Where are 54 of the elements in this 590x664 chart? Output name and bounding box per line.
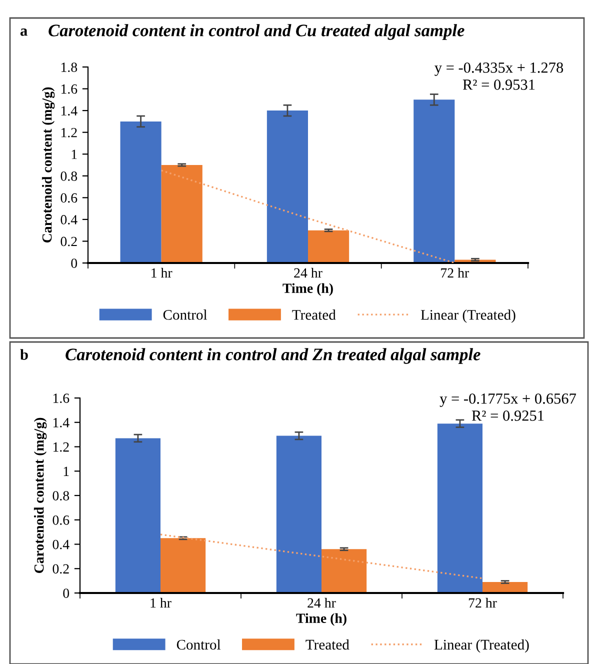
annotation: R² = 0.9251 [472, 410, 544, 421]
legend-label: Linear (Treated) [434, 639, 529, 653]
bar [115, 438, 160, 593]
y-axis-title: Carotenoid content (mg/g) [34, 418, 47, 573]
y-axis-title: Carotenoid content (mg/g) [42, 87, 55, 242]
text: b [20, 349, 28, 360]
y-tick-label: 0.6 [52, 515, 70, 525]
chart-title: Carotenoid content in control and Cu treated algal sample [48, 24, 464, 40]
x-tick-label: 1 hr [152, 268, 172, 278]
x-tick-label: 72 hr [468, 598, 497, 608]
y-tick-label: 1.8 [61, 62, 78, 72]
text: a [20, 28, 28, 36]
x-tick-label: 24 hr [294, 268, 322, 278]
y-tick-label: 1 [64, 466, 69, 476]
bar [160, 538, 206, 593]
y-tick-label: 1 [72, 150, 77, 159]
y-tick-label: 0.4 [60, 215, 78, 224]
bar [120, 121, 162, 263]
y-tick-label: 0.4 [52, 540, 70, 550]
y-tick-label: 0.8 [52, 491, 70, 501]
bar [308, 230, 350, 263]
x-axis-title: Time (h) [282, 283, 333, 296]
y-tick-label: 1.4 [53, 418, 70, 428]
chart-title: Carotenoid content in control and Zn treated algal sample [66, 348, 480, 364]
x-tick-label: 24 hr [308, 598, 336, 608]
y-tick-label: 1.4 [61, 106, 78, 116]
y-tick-label: 0.2 [52, 564, 69, 574]
y-tick-label: 0.8 [60, 171, 78, 181]
bar [414, 100, 455, 263]
legend-label: Control [163, 310, 208, 320]
x-tick-label: 72 hr [441, 268, 470, 278]
annotation: R² = 0.9531 [462, 80, 535, 90]
bar [276, 436, 322, 593]
bar [322, 549, 367, 593]
y-tick-label: 1.6 [61, 84, 78, 94]
legend-label: Treated [306, 639, 350, 650]
y-tick-label: 0.6 [60, 193, 78, 203]
bar [437, 424, 482, 593]
annotation: y = -0.1775x + 0.6567 [440, 393, 576, 407]
y-tick-label: 0 [63, 588, 70, 598]
bar [482, 582, 528, 593]
legend-label: Control [176, 639, 221, 650]
x-axis-title: Time (h) [296, 613, 346, 626]
y-tick-label: 0.2 [60, 236, 77, 246]
legend-label: Linear (Treated) [420, 310, 516, 323]
x-tick-label: 1 hr [150, 598, 172, 608]
y-tick-label: 1.2 [61, 128, 77, 138]
annotation: y = -0.4335x + 1.278 [434, 62, 564, 76]
y-tick-label: 1.2 [53, 442, 69, 452]
bar [266, 110, 308, 263]
legend-label: Treated [292, 310, 336, 320]
y-tick-label: 0 [71, 258, 78, 268]
y-tick-label: 1.6 [53, 394, 70, 404]
bar [161, 165, 202, 263]
